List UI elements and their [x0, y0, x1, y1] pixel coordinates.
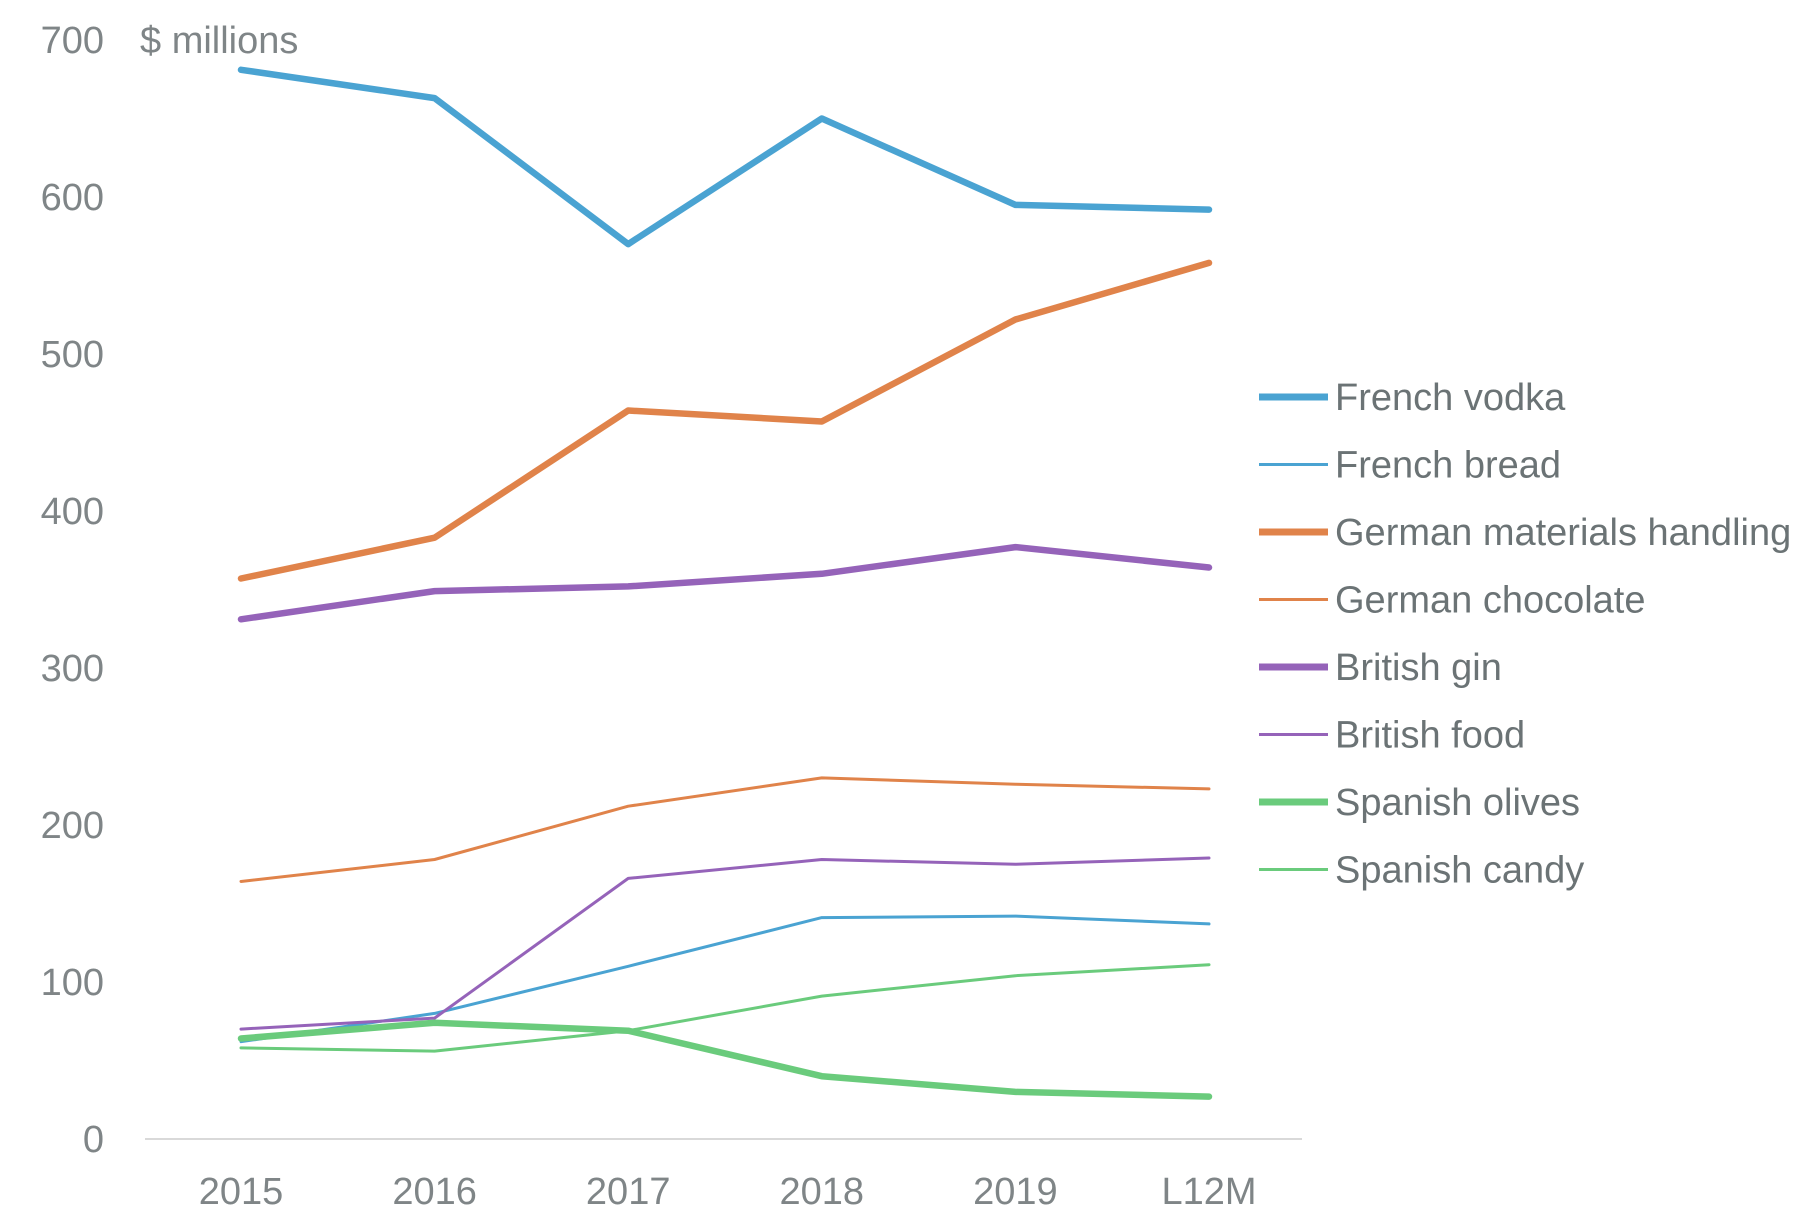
y-tick-label: 200	[41, 805, 104, 847]
x-tick-label: L12M	[1161, 1171, 1256, 1213]
series-line-german-materials-handling	[237, 259, 1213, 582]
y-axis-tick-labels: 0 100 200 300 400 500 600 700	[41, 20, 104, 1161]
y-tick-label: 400	[41, 491, 104, 533]
series-line-spanish-candy	[239, 963, 1211, 1053]
legend: French vodka French bread German materials…	[1259, 377, 1791, 892]
series-line-german-chocolate	[239, 776, 1211, 883]
y-tick-label: 700	[41, 20, 104, 62]
y-tick-label: 100	[41, 962, 104, 1004]
series-line-french-vodka	[237, 66, 1213, 248]
x-tick-label: 2016	[392, 1171, 477, 1213]
y-tick-label: 500	[41, 334, 104, 376]
unit-label: $ millions	[140, 20, 298, 62]
legend-label-french-vodka: French vodka	[1335, 377, 1566, 419]
series-line-british-food	[239, 856, 1211, 1031]
legend-label-british-food: British food	[1335, 715, 1525, 757]
series-line-british-gin	[237, 543, 1213, 623]
x-tick-label: 2019	[973, 1171, 1058, 1213]
legend-label-french-bread: French bread	[1335, 445, 1561, 487]
y-tick-label: 0	[83, 1119, 104, 1161]
legend-label-german-materials-handling: German materials handling	[1335, 512, 1791, 554]
x-tick-label: 2018	[780, 1171, 865, 1213]
legend-label-spanish-olives: Spanish olives	[1335, 782, 1580, 824]
series-line-french-bread	[239, 914, 1211, 1044]
x-tick-label: 2015	[199, 1171, 284, 1213]
series-line-spanish-olives	[237, 1019, 1213, 1100]
legend-label-spanish-candy: Spanish candy	[1335, 850, 1584, 892]
x-tick-label: 2017	[586, 1171, 671, 1213]
series-lines	[237, 66, 1213, 1100]
legend-label-british-gin: British gin	[1335, 647, 1502, 689]
x-axis-tick-labels: 2015 2016 2017 2018 2019 L12M	[199, 1171, 1257, 1213]
legend-label-german-chocolate: German chocolate	[1335, 580, 1646, 622]
y-tick-label: 300	[41, 648, 104, 690]
y-tick-label: 600	[41, 177, 104, 219]
